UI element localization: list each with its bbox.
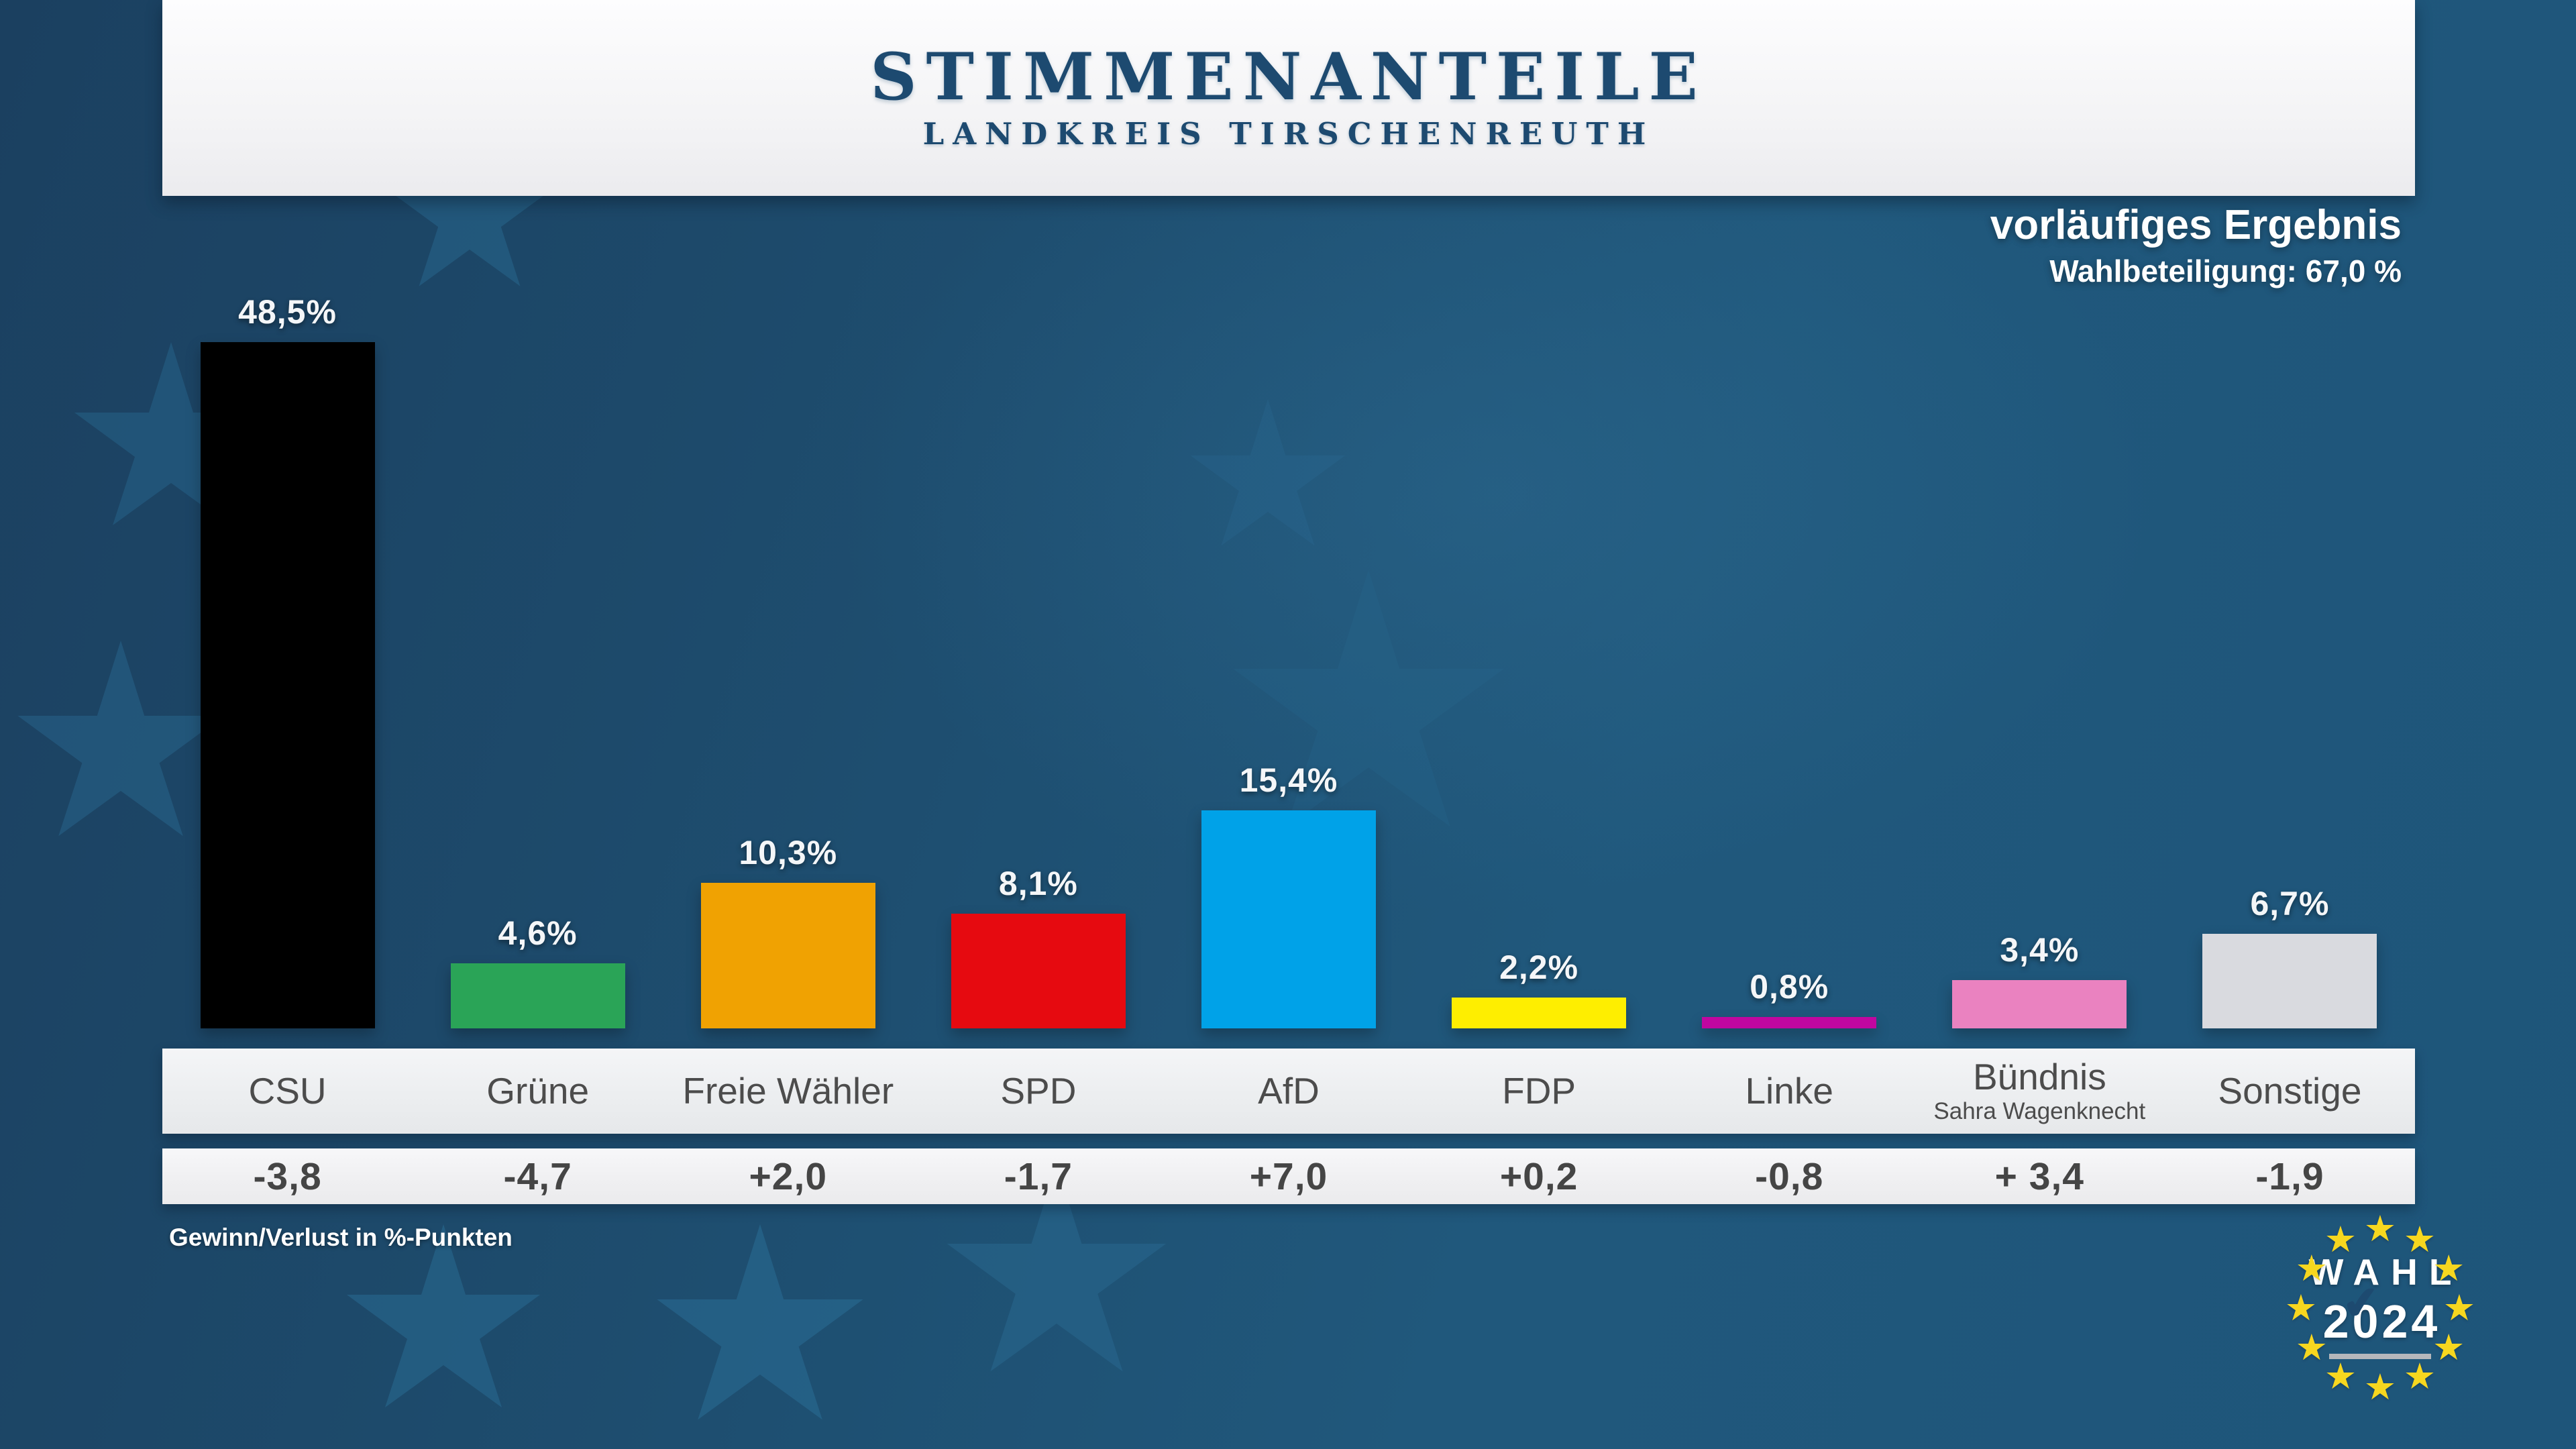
- party-label-afd: AfD: [1163, 1049, 1413, 1134]
- bar-value-label-b-ndnis: 3,4%: [2000, 931, 2080, 969]
- party-names-row: CSU Grüne Freie Wähler SPD AfD FDP Linke Bündni…: [162, 1049, 2415, 1134]
- bar-linke: [1702, 1017, 1877, 1028]
- status-block: vorläufiges Ergebnis Wahlbeteiligung: 67…: [1990, 201, 2402, 289]
- change-value-b-ndnis: + 3,4: [1994, 1155, 2084, 1198]
- party-label-main-csu: CSU: [248, 1069, 327, 1112]
- footnote: Gewinn/Verlust in %-Punkten: [169, 1224, 513, 1251]
- party-label-sub-b-ndnis: Sahra Wagenknecht: [1933, 1098, 2146, 1124]
- result-status-label: vorläufiges Ergebnis: [1990, 202, 2402, 248]
- bar-value-label-fdp: 2,2%: [1499, 949, 1579, 986]
- background-star: [347, 1224, 540, 1407]
- party-label-spd: SPD: [913, 1049, 1163, 1134]
- bar-sonstige: [2202, 934, 2377, 1028]
- bar-value-label-afd: 15,4%: [1239, 761, 1338, 799]
- wahl-2024-logo-text: WAHL 2024: [2286, 1250, 2474, 1359]
- logo-underline: [2329, 1354, 2431, 1359]
- change-value-afd: +7,0: [1249, 1155, 1328, 1198]
- change-value-gr-ne: -4,7: [503, 1155, 572, 1198]
- bar-value-label-gr-ne: 4,6%: [498, 914, 578, 952]
- changes-row: -3,8 -4,7 +2,0 -1,7 +7,0 +0,2 -0,8 + 3,4 -1,9: [162, 1148, 2415, 1204]
- header-band: STIMMENANTEILE LANDKREIS TIRSCHENREUTH: [162, 0, 2415, 196]
- party-label-csu: CSU: [162, 1049, 413, 1134]
- bar-value-label-spd: 8,1%: [998, 865, 1078, 902]
- bar-column-spd: 8,1%: [913, 282, 1163, 1028]
- bar-column-b-ndnis: 3,4%: [1915, 282, 2165, 1028]
- bar-b-ndnis: [1952, 980, 2127, 1028]
- logo-line1: WAHL: [2308, 1251, 2463, 1293]
- party-label-main-gr-ne: Grüne: [486, 1069, 590, 1112]
- bar-gr-ne: [450, 963, 625, 1028]
- bar-value-label-linke: 0,8%: [1750, 968, 1829, 1006]
- party-label-linke: Linke: [1664, 1049, 1915, 1134]
- wahl-2024-logo: WAHL 2024 ✔ ★ ★ ★ ★ ★ ★ ★ ★ ★ ★ ★ ★: [2284, 1209, 2476, 1407]
- bar-spd: [951, 914, 1126, 1028]
- bar-column-linke: 0,8%: [1664, 282, 1915, 1028]
- party-label-main-afd: AfD: [1258, 1069, 1320, 1112]
- party-label-main-freie-w-hler: Freie Wähler: [682, 1069, 894, 1112]
- party-label-sonstige: Sonstige: [2165, 1049, 2415, 1134]
- checkmark-icon: ✔: [2340, 1276, 2382, 1330]
- bar-column-sonstige: 6,7%: [2165, 282, 2415, 1028]
- change-value-fdp: +0,2: [1499, 1155, 1578, 1198]
- bar-column-csu: 48,5%: [162, 282, 413, 1028]
- bar-column-afd: 15,4%: [1163, 282, 1413, 1028]
- party-label-main-b-ndnis: Bündnis: [1972, 1056, 2106, 1098]
- bar-column-freie-w-hler: 10,3%: [663, 282, 913, 1028]
- turnout-label: Wahlbeteiligung: 67,0 %: [2049, 254, 2402, 289]
- bar-value-label-freie-w-hler: 10,3%: [739, 834, 838, 871]
- bar-value-label-sonstige: 6,7%: [2250, 885, 2330, 922]
- party-label-main-linke: Linke: [1745, 1069, 1833, 1112]
- bar-freie-w-hler: [700, 883, 875, 1028]
- party-label-freie-w-hler: Freie Wähler: [663, 1049, 913, 1134]
- bar-csu: [200, 342, 375, 1028]
- page-title: STIMMENANTEILE: [870, 38, 1707, 115]
- change-value-csu: -3,8: [253, 1155, 322, 1198]
- bar-fdp: [1452, 998, 1627, 1028]
- bar-value-label-csu: 48,5%: [238, 293, 337, 331]
- party-label-b-ndnis: Bündnis Sahra Wagenknecht: [1915, 1049, 2165, 1134]
- bar-column-fdp: 2,2%: [1414, 282, 1664, 1028]
- party-label-fdp: FDP: [1414, 1049, 1664, 1134]
- party-label-main-sonstige: Sonstige: [2218, 1069, 2362, 1112]
- bar-afd: [1201, 810, 1376, 1028]
- change-value-sonstige: -1,9: [2255, 1155, 2324, 1198]
- bar-column-gr-ne: 4,6%: [413, 282, 663, 1028]
- change-value-linke: -0,8: [1755, 1155, 1824, 1198]
- logo-line2: 2024: [2322, 1295, 2441, 1348]
- change-value-freie-w-hler: +2,0: [749, 1155, 828, 1198]
- page-subtitle: LANDKREIS TIRSCHENREUTH: [922, 116, 1655, 152]
- bar-chart: 48,5% 4,6% 10,3% 8,1% 15,4% 2,2% 0,8% 3,4% 6,7%: [162, 282, 2415, 1028]
- change-value-spd: -1,7: [1004, 1155, 1073, 1198]
- party-label-main-fdp: FDP: [1502, 1069, 1576, 1112]
- party-label-main-spd: SPD: [1000, 1069, 1077, 1112]
- party-label-gr-ne: Grüne: [413, 1049, 663, 1134]
- background-star: [657, 1224, 863, 1420]
